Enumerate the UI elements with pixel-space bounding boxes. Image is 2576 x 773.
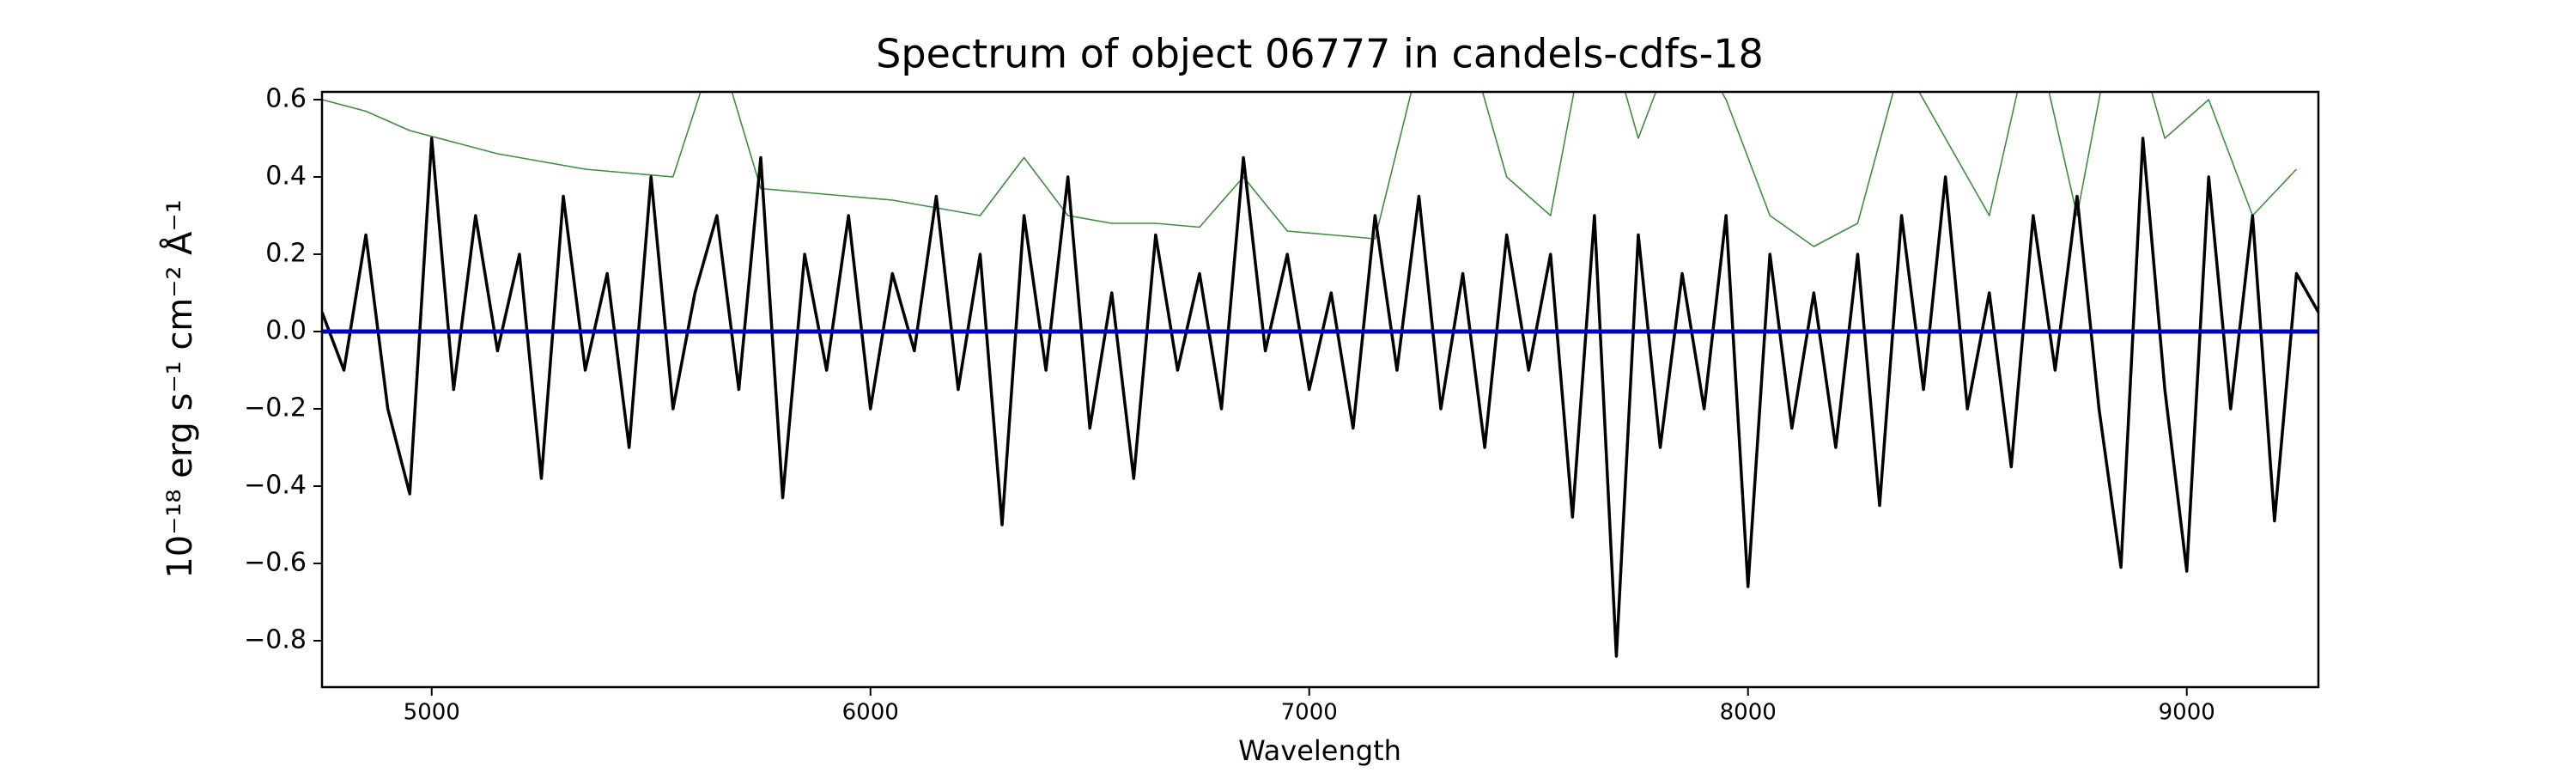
- spectrum-line: [322, 92, 2298, 247]
- x-tick-label: 5000: [404, 700, 460, 726]
- plot-area: [322, 92, 2318, 658]
- y-tick-label: −0.8: [244, 625, 307, 655]
- y-axis-label: 10⁻¹⁸ erg s⁻¹ cm⁻² Å⁻¹: [159, 199, 200, 578]
- y-tick-label: −0.6: [244, 548, 307, 578]
- x-tick-label: 8000: [1720, 700, 1777, 726]
- y-tick-label: 0.2: [265, 239, 307, 269]
- x-tick-label: 7000: [1281, 700, 1338, 726]
- y-tick-label: 0.0: [265, 316, 307, 346]
- x-tick-label: 9000: [2159, 700, 2215, 726]
- y-tick-label: −0.4: [244, 471, 307, 501]
- x-axis-label: Wavelength: [1238, 734, 1401, 767]
- y-tick-label: −0.2: [244, 393, 307, 423]
- chart-title: Spectrum of object 06777 in candels-cdfs…: [876, 31, 1764, 77]
- y-tick-label: 0.4: [265, 161, 307, 192]
- axes-frame: [320, 90, 2320, 689]
- spectrum-line: [322, 137, 2318, 658]
- x-tick-label: 6000: [842, 700, 899, 726]
- y-tick-label: 0.6: [265, 84, 307, 114]
